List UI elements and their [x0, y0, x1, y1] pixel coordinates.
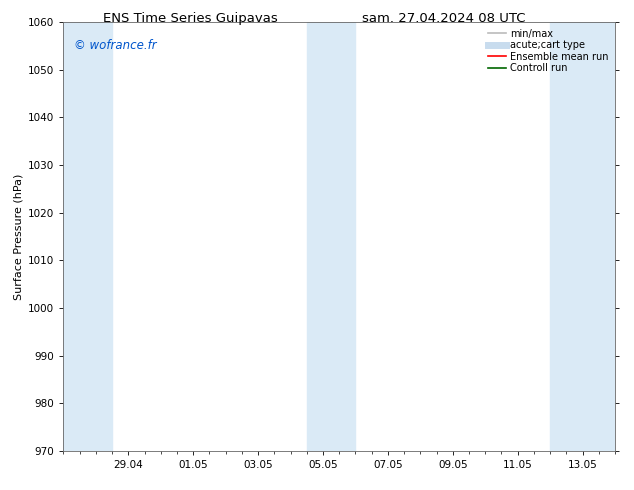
Bar [63, 22, 112, 451]
Bar [550, 22, 615, 451]
Text: © wofrance.fr: © wofrance.fr [74, 39, 157, 52]
Text: ENS Time Series Guipavas: ENS Time Series Guipavas [103, 12, 278, 25]
Text: sam. 27.04.2024 08 UTC: sam. 27.04.2024 08 UTC [362, 12, 526, 25]
Y-axis label: Surface Pressure (hPa): Surface Pressure (hPa) [14, 173, 24, 299]
Legend: min/max, acute;cart type, Ensemble mean run, Controll run: min/max, acute;cart type, Ensemble mean … [486, 27, 610, 75]
Bar [307, 22, 356, 451]
